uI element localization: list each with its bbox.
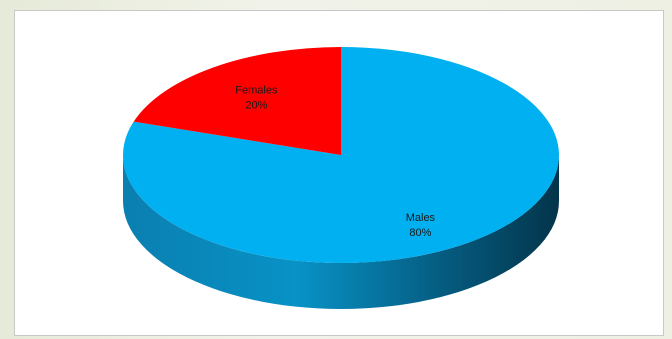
data-label-females-name: Females [235, 84, 278, 96]
data-label-males-name: Males [406, 212, 436, 224]
pie-slice-females [133, 47, 341, 155]
pie-side-males [123, 155, 559, 309]
data-label-females-percent: 20% [245, 99, 267, 111]
data-label-males-percent: 80% [409, 227, 431, 239]
pie-chart: Males 80% Females 20% [123, 47, 560, 309]
chart-area: Males 80% Females 20% [14, 10, 664, 336]
pie-slice-males [123, 47, 560, 263]
